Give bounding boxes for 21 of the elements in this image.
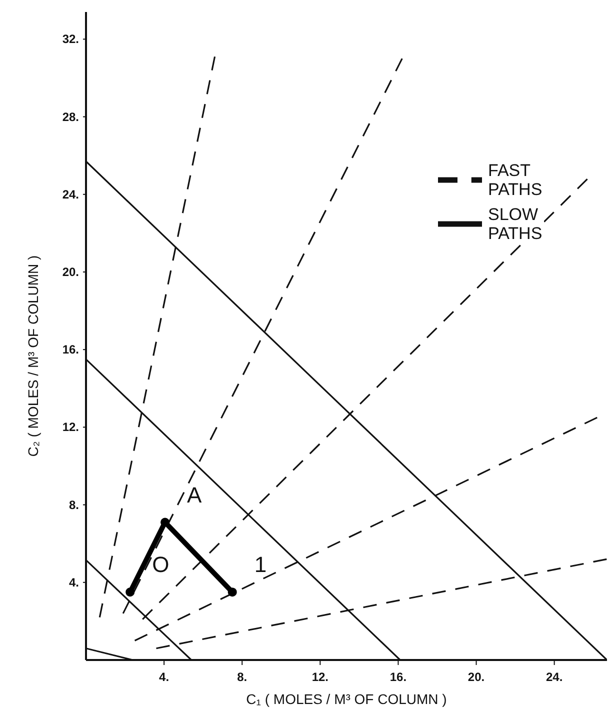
y-tick-label: 32. [62, 32, 79, 46]
y-tick-label: 28. [62, 110, 79, 124]
annotation: O [152, 552, 170, 578]
x-tick-label: 16. [390, 670, 407, 684]
y-axis-title: C₂ ( MOLES / M³ OF COLUMN ) [25, 255, 41, 457]
x-tick-label: 24. [546, 670, 563, 684]
annotation: A [187, 482, 202, 508]
legend-label: SLOW PATHS [488, 205, 542, 243]
x-tick-label: 4. [159, 670, 170, 684]
legend-label: FAST PATHS [488, 161, 542, 199]
y-tick-label: 12. [62, 420, 79, 434]
annotation: 1 [254, 552, 267, 578]
y-tick-label: 4. [68, 575, 79, 590]
x-tick-label: 8. [237, 670, 248, 684]
y-tick-label: 20. [62, 264, 79, 279]
y-tick-label: 24. [62, 187, 79, 202]
x-tick-label: 12. [312, 670, 328, 684]
x-tick-label: 20. [468, 670, 485, 684]
y-tick-label: 16. [62, 342, 79, 357]
x-axis-title: C₁ ( MOLES / M³ OF COLUMN ) [246, 691, 447, 707]
y-tick-label: 8. [68, 498, 79, 512]
